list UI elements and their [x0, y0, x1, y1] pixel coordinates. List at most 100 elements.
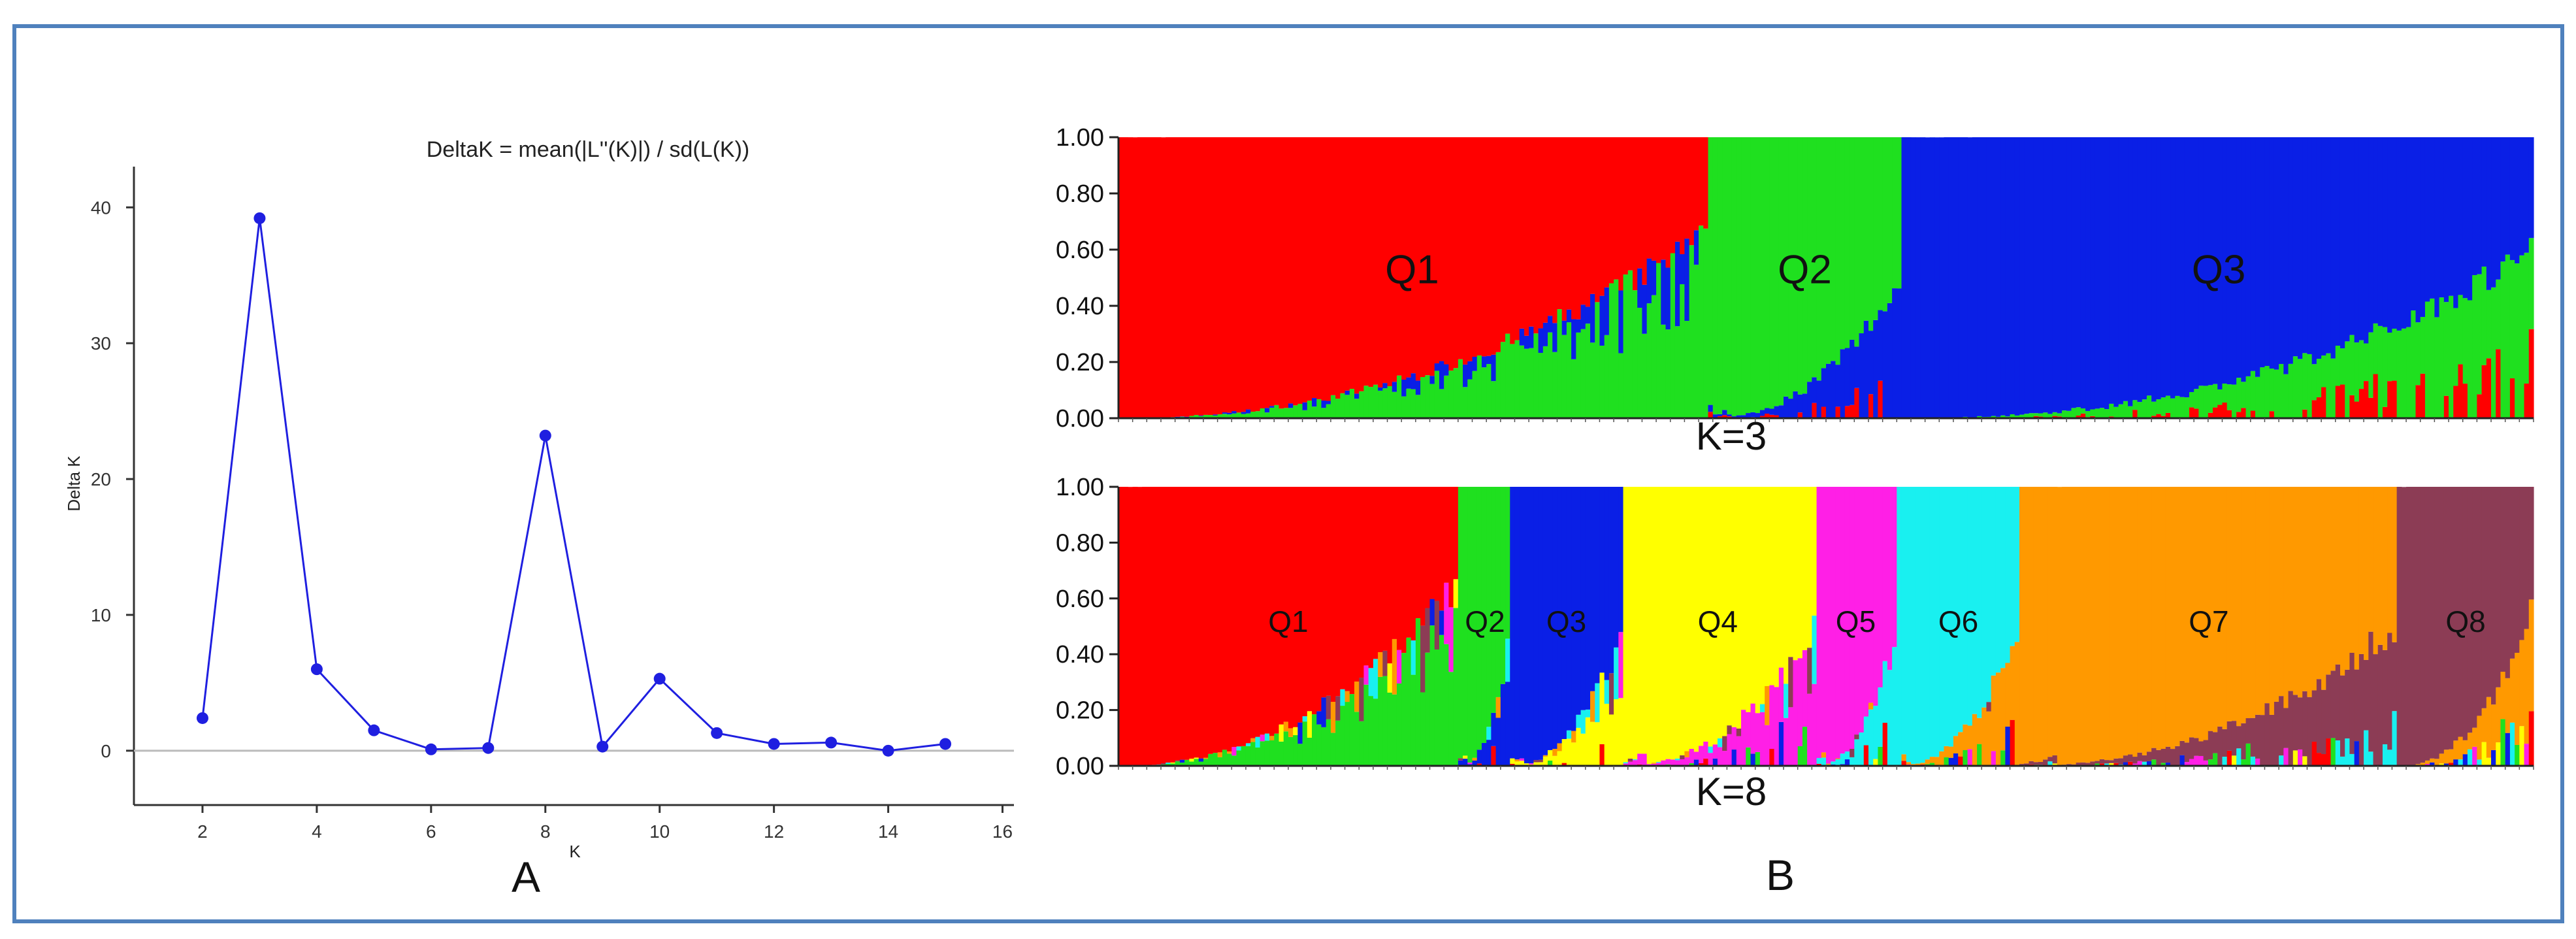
k8-bar-segment	[1995, 672, 2001, 766]
k3-bar-segment	[1674, 241, 1680, 327]
k3-bar-segment	[1963, 137, 1968, 417]
k8-bar-segment	[1755, 751, 1761, 766]
k3-bar-segment	[1302, 410, 1308, 418]
k8-bar-segment	[1529, 487, 1534, 764]
k8-bar-segment	[1623, 762, 1629, 764]
k8-bar-segment	[1826, 763, 1831, 765]
k3-bar-segment	[1614, 137, 1619, 280]
k8-bar-segment	[1279, 741, 1284, 766]
k3-bar-segment	[2458, 295, 2464, 365]
k8-bar-segment	[1910, 764, 1916, 766]
k8-bar-segment	[2047, 487, 2053, 757]
k3-bar-segment	[1321, 137, 1327, 401]
k8-bar-segment	[1321, 487, 1327, 698]
k8-bar-segment	[1288, 487, 1294, 729]
k8-bar-segment	[1897, 487, 1902, 765]
k8-bar-segment	[1312, 487, 1317, 715]
k3-bar-segment	[2104, 137, 2110, 410]
k8-bar-segment	[1453, 608, 1459, 766]
k3-y-tick-label: 0.40	[1056, 293, 1104, 320]
k3-bar-segment	[2231, 137, 2237, 385]
k8-bar-segment	[1831, 761, 1836, 765]
k3-bar-segment	[1410, 373, 1416, 389]
k3-bar-segment	[1542, 137, 1548, 323]
k8-bar-segment	[1821, 757, 1827, 766]
k3-bar-segment	[1651, 137, 1657, 261]
k3-bar-segment	[1495, 352, 1501, 418]
k3-bar-segment	[1472, 371, 1478, 418]
k3-bar-segment	[2250, 137, 2256, 371]
k8-y-tick-label: 0.00	[1056, 753, 1104, 780]
k8-bar-segment	[1816, 487, 1822, 759]
k8-bar-segment	[2364, 659, 2369, 731]
k8-bar-segment	[2198, 487, 2204, 742]
k3-bar-segment	[1524, 348, 1529, 418]
k3-bar-segment	[2198, 386, 2204, 418]
k8-bar-segment	[1410, 640, 1416, 675]
k3-bar-segment	[2080, 408, 2086, 414]
k8-bar-segment	[2439, 763, 2445, 766]
k3-bar-segment	[2071, 408, 2077, 418]
k8-bar-segment	[2519, 487, 2525, 640]
k8-bar-segment	[1604, 487, 1610, 680]
k8-bar-segment	[1217, 757, 1223, 766]
k8-bar-segment	[2165, 763, 2171, 766]
k3-bar-segment	[2430, 298, 2435, 418]
k8-bar-segment	[1599, 672, 1605, 744]
k3-bar-segment	[1189, 137, 1195, 416]
k3-bar-segment	[1444, 375, 1449, 418]
k3-bar-segment	[1910, 137, 1916, 418]
k8-bar-segment	[1755, 713, 1761, 752]
k3-bar-segment	[1991, 137, 1997, 416]
k3-bar-segment	[1595, 302, 1601, 418]
k8-bar-segment	[2085, 487, 2091, 763]
k8-bar-segment	[1736, 728, 1742, 736]
k3-bar-segment	[2264, 366, 2270, 418]
k3-bar-segment	[1850, 339, 1855, 405]
k8-bar-segment	[2160, 763, 2166, 766]
k8-bar-segment	[2472, 746, 2477, 766]
k3-bar-segment	[2000, 137, 2006, 416]
k8-bar-segment	[1500, 487, 1506, 684]
k3-bar-segment	[1580, 137, 1586, 305]
k3-bar-segment	[1977, 137, 1982, 416]
k8-bar-segment	[2156, 487, 2162, 750]
k8-bar-segment	[1608, 714, 1614, 766]
k8-bar-segment	[1812, 684, 1818, 766]
k8-bar-segment	[1510, 763, 1516, 766]
k3-bar-segment	[1623, 274, 1629, 418]
k8-bar-segment	[1958, 756, 1963, 766]
k3-bar-segment	[2076, 415, 2081, 418]
k3-bar-segment	[2109, 137, 2115, 404]
k8-bar-segment	[1580, 733, 1586, 766]
k3-bar-segment	[1458, 359, 1463, 418]
k3-bar-segment	[1175, 137, 1181, 417]
k8-bar-segment	[1693, 751, 1699, 760]
k8-bar-segment	[1448, 672, 1454, 766]
k3-bar-segment	[1684, 321, 1690, 418]
k3-bar-segment	[1458, 137, 1463, 359]
delta-k-point	[596, 740, 609, 753]
delta-k-point	[368, 724, 380, 736]
k3-bar-segment	[1368, 387, 1374, 418]
k8-bar-segment	[1699, 746, 1704, 763]
k3-bar-segment	[1637, 137, 1643, 269]
k8-bar-segment	[1354, 487, 1360, 682]
k8-bar-segment	[1708, 746, 1714, 753]
k8-bar-segment	[1807, 487, 1812, 648]
k8-bar-segment	[1844, 759, 1850, 766]
k8-bar-segment	[1434, 487, 1440, 601]
k3-bar-segment	[1227, 137, 1232, 413]
k8-bar-segment	[2047, 757, 2053, 762]
k3-bar-segment	[1316, 399, 1322, 418]
k8-y-tick-label: 0.80	[1056, 529, 1104, 557]
k3-bar-segment	[1670, 253, 1676, 418]
k8-bar-segment	[2467, 749, 2473, 766]
k8-bar-segment	[2509, 722, 2515, 766]
k8-bar-segment	[1552, 755, 1558, 766]
k3-bar-segment	[1472, 137, 1478, 357]
k8-bar-segment	[2472, 727, 2477, 747]
k8-bar-segment	[1981, 707, 1987, 766]
k3-bar-segment	[2184, 137, 2190, 398]
k3-bar-segment	[1213, 137, 1218, 415]
